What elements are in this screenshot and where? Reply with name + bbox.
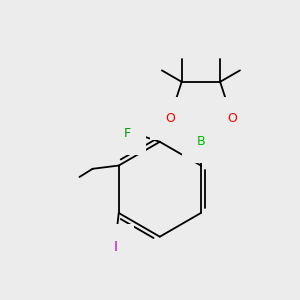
Text: B: B [196, 134, 205, 148]
Text: I: I [113, 240, 118, 254]
Text: O: O [165, 112, 175, 125]
Text: O: O [227, 112, 237, 125]
Text: F: F [124, 127, 131, 140]
